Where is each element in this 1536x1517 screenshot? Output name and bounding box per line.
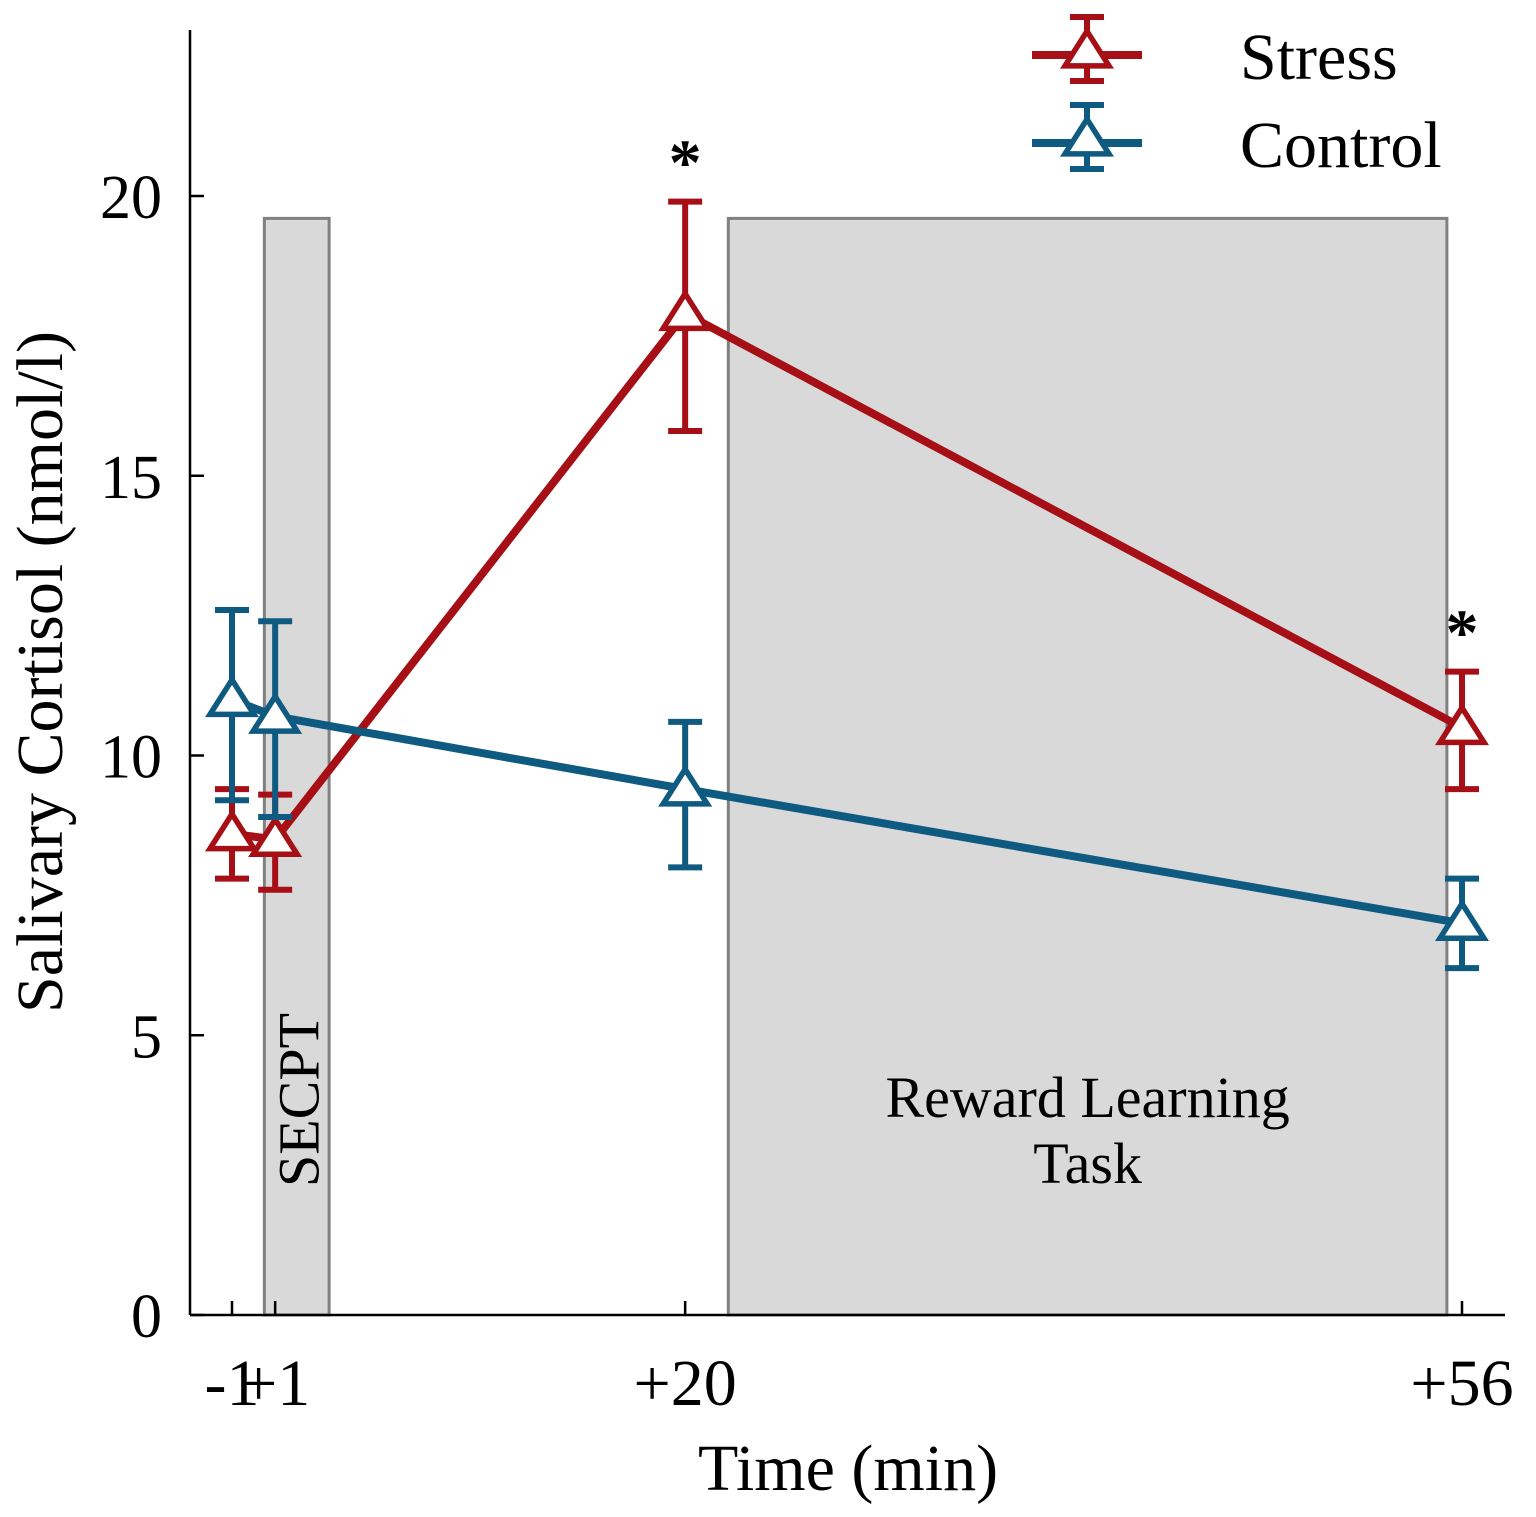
data-point bbox=[1434, 898, 1490, 941]
axes bbox=[188, 30, 1505, 1317]
data-point bbox=[658, 288, 713, 332]
shaded-region-label-line: Task bbox=[1033, 1131, 1142, 1196]
x-tick-label: -1 bbox=[205, 1347, 260, 1420]
data-point bbox=[204, 674, 260, 718]
legend-label: Control bbox=[1240, 109, 1442, 182]
series-line bbox=[231, 309, 1464, 844]
data-point bbox=[248, 691, 303, 734]
data-point bbox=[658, 764, 713, 807]
y-tick-label: 5 bbox=[131, 1003, 162, 1071]
y-tick-label: 20 bbox=[100, 164, 162, 232]
significance-asterisk: * bbox=[1446, 597, 1479, 670]
y-tick-label: 0 bbox=[131, 1283, 162, 1351]
series-control bbox=[204, 607, 1490, 972]
y-tick-label: 10 bbox=[100, 724, 162, 792]
series-group bbox=[204, 198, 1490, 972]
significance-markers: ** bbox=[669, 127, 1479, 670]
significance-asterisk: * bbox=[669, 127, 702, 200]
x-tick-label: +56 bbox=[1410, 1347, 1513, 1420]
series-stress bbox=[204, 198, 1490, 893]
data-point bbox=[204, 808, 260, 852]
data-point bbox=[1434, 702, 1490, 746]
shaded-region-label: SECPT bbox=[267, 1013, 332, 1187]
y-axis-label: Salivary Cortisol (nmol/l) bbox=[4, 331, 77, 1013]
legend-item-control: Control bbox=[1032, 102, 1442, 182]
shaded-region-label-line: Reward Learning bbox=[885, 1065, 1289, 1130]
y-ticks: 0 5 10 15 20 bbox=[100, 164, 204, 1351]
legend: Stress Control bbox=[1032, 14, 1442, 182]
y-tick-label: 15 bbox=[100, 444, 162, 512]
data-point bbox=[248, 814, 303, 858]
x-ticks: -1+1 +20 +56 bbox=[205, 1301, 1514, 1420]
x-axis-label: Time (min) bbox=[698, 1432, 998, 1505]
legend-marker bbox=[1059, 114, 1115, 157]
series-line bbox=[230, 695, 1463, 928]
x-tick-label: +20 bbox=[634, 1347, 737, 1420]
legend-item-stress: Stress bbox=[1032, 14, 1398, 94]
legend-label: Stress bbox=[1240, 21, 1398, 94]
legend-marker bbox=[1059, 26, 1115, 69]
x-tick-label: +1 bbox=[240, 1347, 310, 1420]
